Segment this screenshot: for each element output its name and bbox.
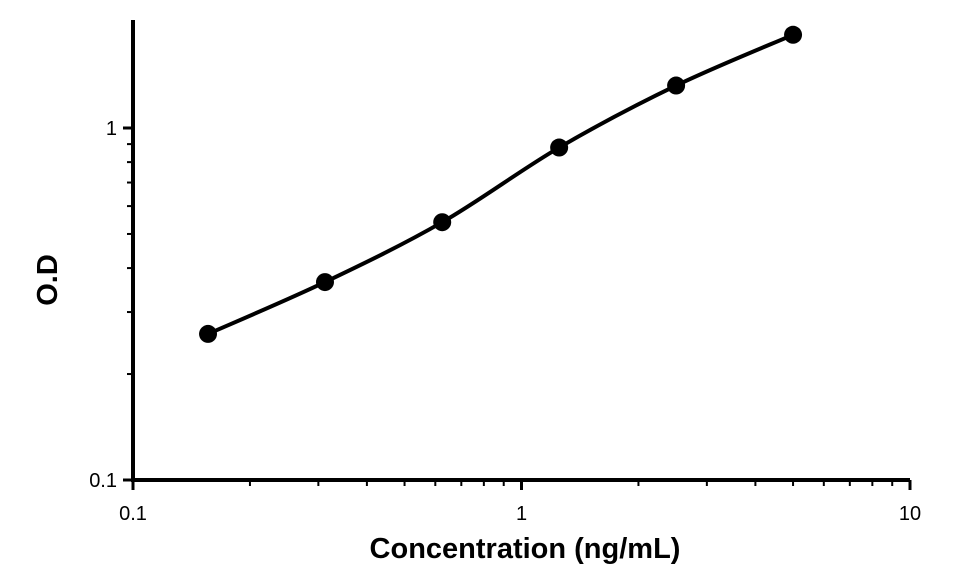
- data-point: [667, 76, 686, 95]
- axes: [131, 20, 910, 482]
- ticks: 0.1 1 10 0.1 1: [89, 118, 921, 525]
- y-axis-title: O.D: [32, 254, 64, 306]
- x-tick-label: 1: [516, 503, 527, 525]
- data-point: [784, 25, 803, 44]
- x-tick-label: 0.1: [119, 503, 147, 525]
- x-tick-label: 10: [899, 503, 921, 525]
- x-axis-title: Concentration (ng/mL): [370, 533, 681, 565]
- data-point: [315, 273, 334, 292]
- series-line: [206, 32, 796, 336]
- series: [199, 25, 803, 343]
- data-point: [199, 324, 218, 343]
- data-point: [433, 213, 452, 232]
- y-tick-label: 0.1: [89, 470, 117, 492]
- y-tick-label: 1: [106, 118, 117, 140]
- data-point: [550, 138, 569, 157]
